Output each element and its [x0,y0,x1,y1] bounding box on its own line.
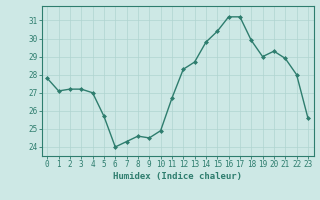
X-axis label: Humidex (Indice chaleur): Humidex (Indice chaleur) [113,172,242,181]
